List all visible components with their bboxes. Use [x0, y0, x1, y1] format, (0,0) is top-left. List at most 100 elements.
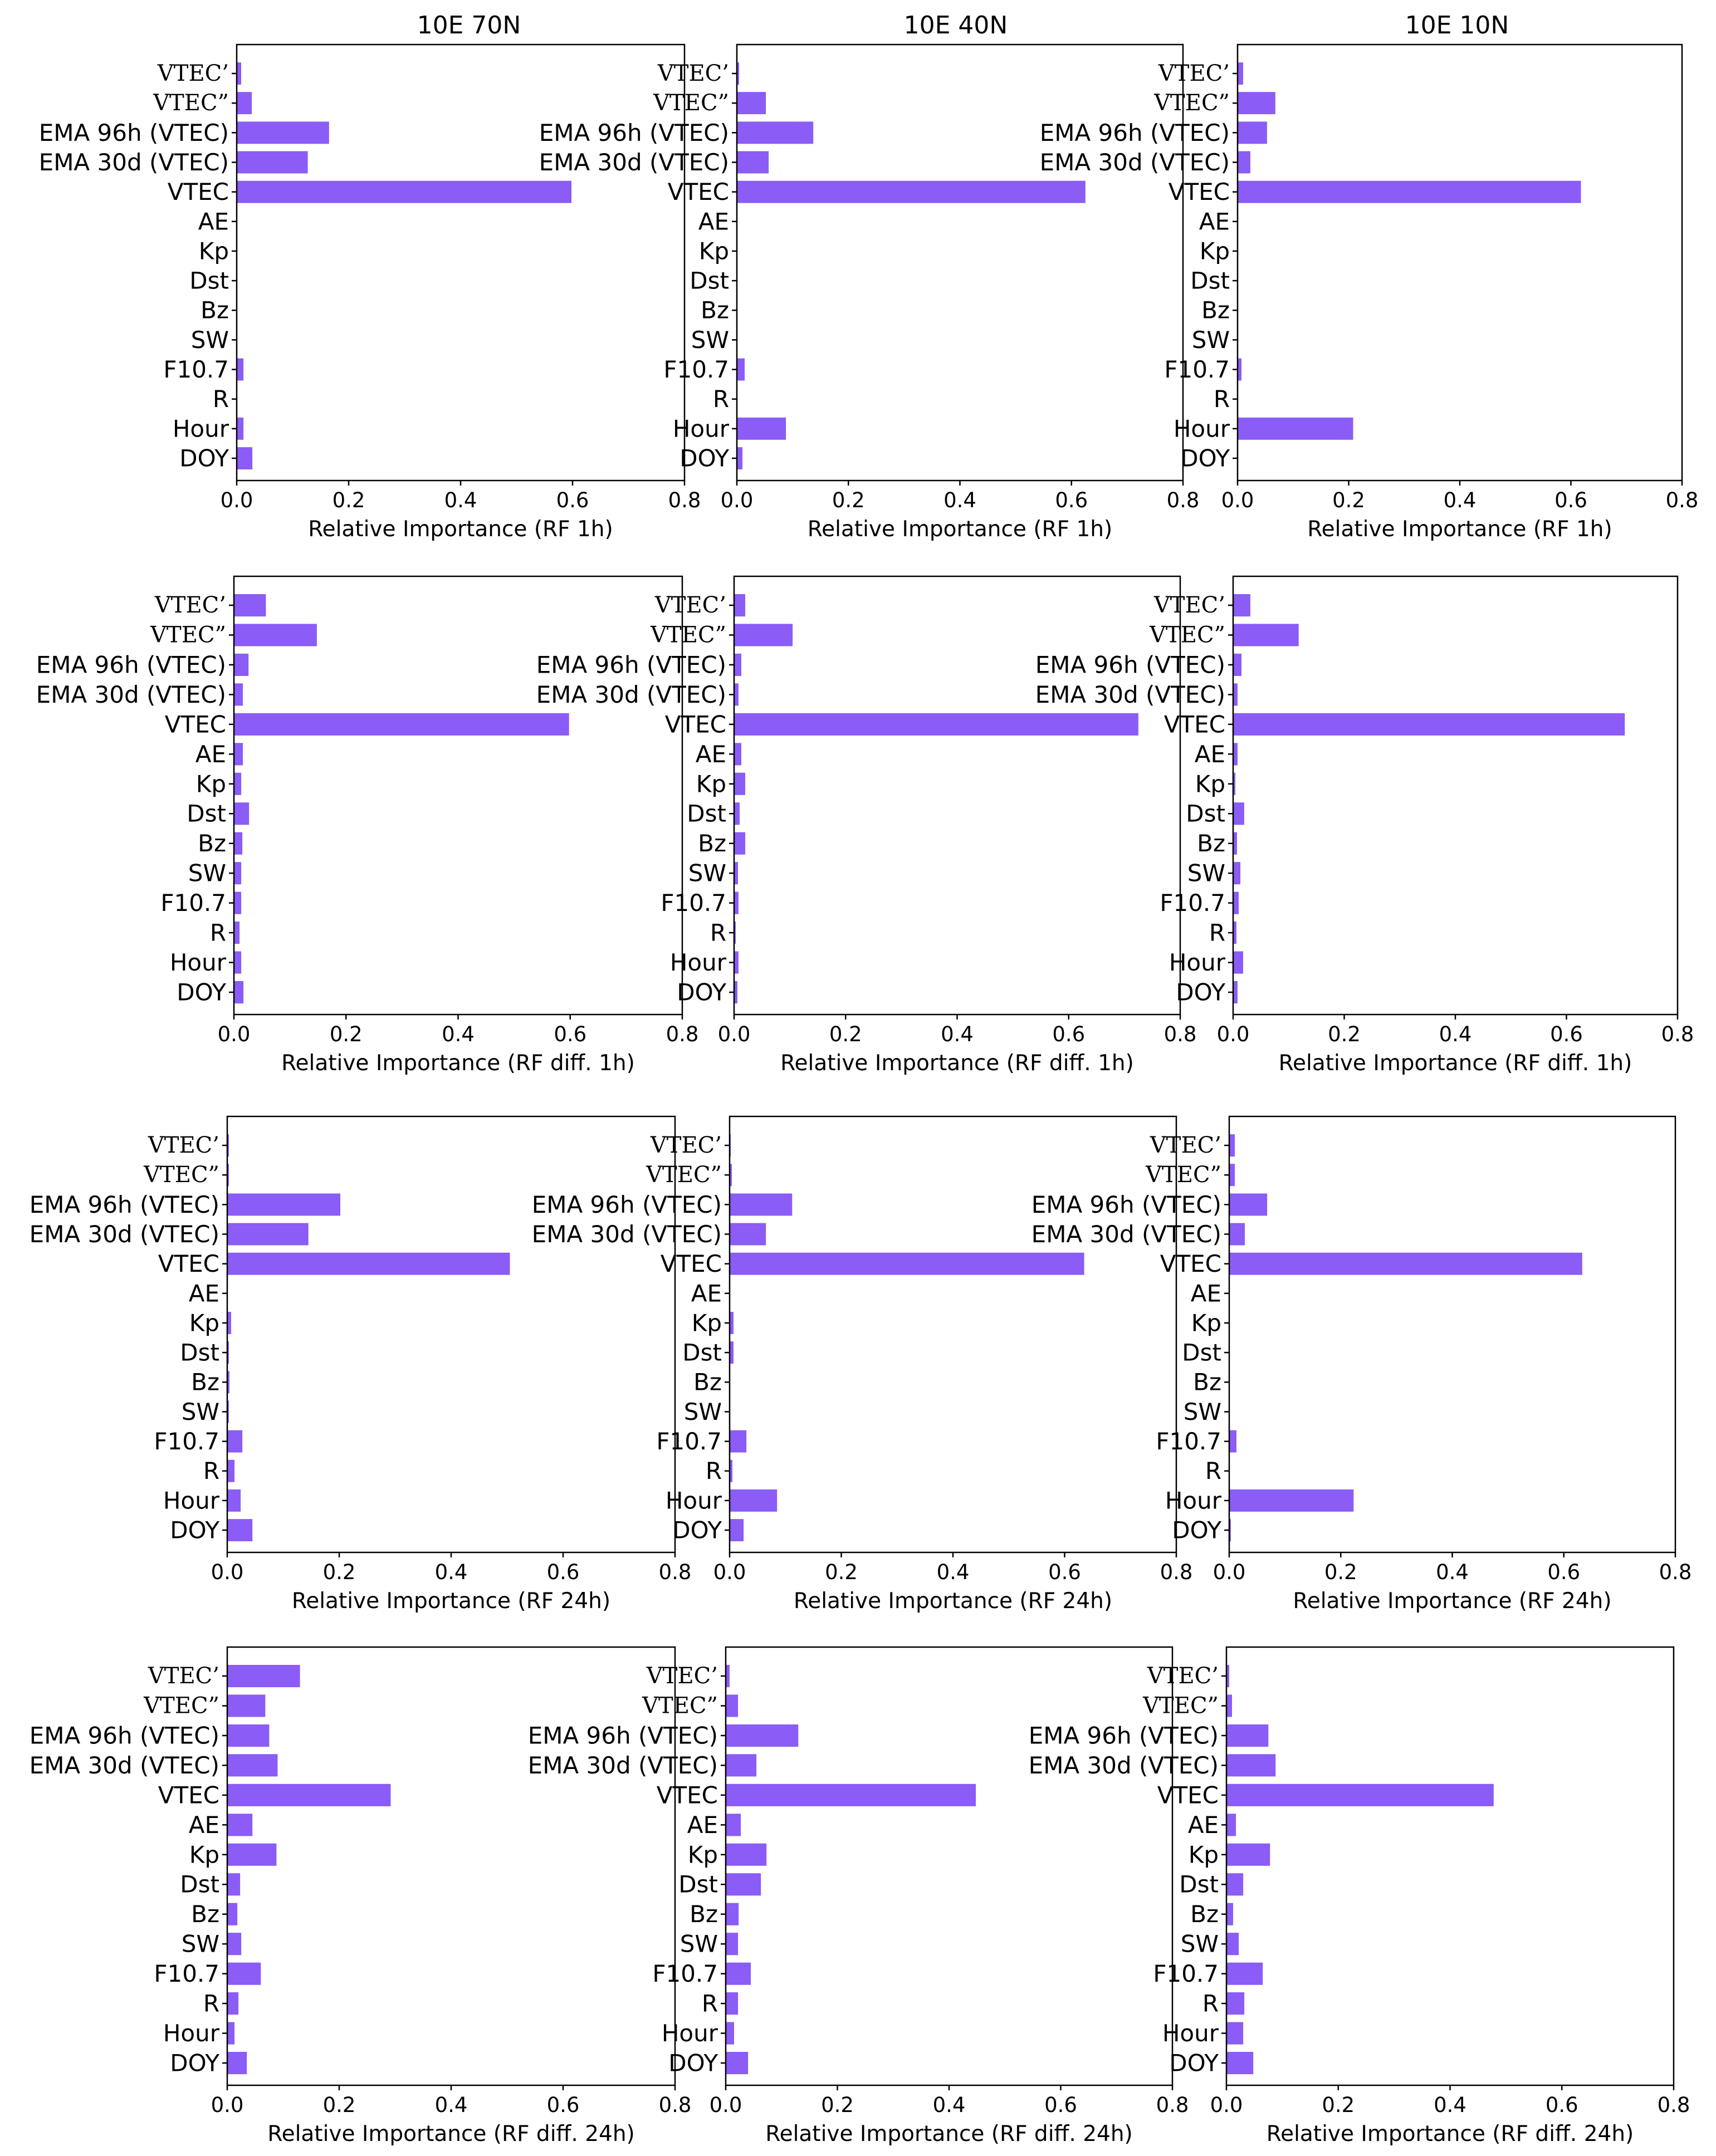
bar-9	[227, 1903, 238, 1925]
bar-10	[726, 1933, 739, 1956]
ytick-label-12: R	[1214, 385, 1230, 413]
axes-frame	[1225, 1646, 1675, 2086]
ytick-label-10: SW	[182, 1930, 219, 1958]
ytick-label-6: AE	[1188, 1811, 1219, 1839]
xtick-label-1: 0.0	[710, 2093, 742, 2117]
ytick-label-9: Bz	[191, 1900, 219, 1928]
bar-9	[1233, 832, 1237, 855]
bar-11	[730, 1430, 747, 1453]
x-axis-label: Relative Importance (RF diff. 1h)	[780, 1051, 1134, 1076]
bar-7	[1226, 1843, 1270, 1866]
ytick-label-14: DOY	[1180, 445, 1230, 472]
ytick-label-6: AE	[687, 1811, 718, 1839]
bar-1	[726, 1665, 730, 1688]
ytick-label-12: R	[1209, 919, 1225, 947]
ytick-label-6: AE	[189, 1811, 219, 1839]
ytick-label-9: Bz	[1193, 1369, 1221, 1396]
bar-2	[726, 1694, 739, 1717]
bar-8	[730, 1341, 734, 1364]
xtick-label-1: 0.0	[218, 1022, 251, 1046]
bar-5	[234, 713, 569, 736]
column-title-10E-40N: 10E 40N	[904, 11, 1008, 40]
bar-8	[227, 1341, 229, 1364]
bar-11	[726, 1962, 751, 1985]
ytick-label-2: VTEC”	[143, 1693, 219, 1718]
x-axis-label: Relative Importance (RF diff. 1h)	[1279, 1051, 1632, 1076]
bar-3	[1226, 1724, 1269, 1747]
bar-3	[1238, 121, 1267, 144]
xtick-label-3: 0.4	[937, 1560, 970, 1584]
bar-10	[1233, 862, 1240, 885]
ytick-label-13: Hour	[1169, 949, 1226, 976]
ytick-label-2: VTEC”	[1149, 622, 1225, 648]
bar-1	[237, 62, 241, 85]
bar-13	[1226, 2022, 1244, 2045]
bar-11	[1238, 358, 1241, 381]
ytick-label-8: Dst	[189, 267, 229, 295]
xtick-label-1: 0.0	[718, 1022, 751, 1046]
bar-8	[1226, 1873, 1244, 1896]
ytick-label-8: Dst	[1179, 1871, 1219, 1898]
ytick-label-1: VTEC’	[646, 1663, 718, 1689]
bar-13	[726, 2022, 734, 2045]
xtick-label-1: 0.0	[211, 2093, 244, 2117]
ytick-label-14: DOY	[679, 445, 729, 472]
bar-9	[726, 1903, 739, 1925]
bar-12	[234, 922, 240, 944]
ytick-label-14: DOY	[1172, 1517, 1221, 1544]
ytick-label-6: AE	[698, 208, 729, 235]
bar-12	[730, 1459, 732, 1482]
xtick-label-5: 0.8	[1666, 488, 1699, 512]
xtick-label-5: 0.8	[1661, 1022, 1694, 1046]
ytick-label-9: Bz	[693, 1369, 722, 1396]
xtick-label-4: 0.6	[1044, 2093, 1077, 2117]
bar-2	[737, 92, 766, 115]
ytick-label-14: DOY	[179, 445, 229, 472]
bar-1	[1226, 1665, 1229, 1688]
ytick-label-12: R	[1202, 1990, 1219, 2017]
ytick-label-3: EMA 96h (VTEC)	[30, 1722, 219, 1749]
bar-9	[734, 832, 745, 855]
ytick-label-7: Kp	[1200, 237, 1230, 264]
xtick-label-2: 0.2	[330, 1022, 363, 1046]
bar-4	[730, 1223, 766, 1246]
bar-1	[227, 1134, 229, 1157]
ytick-label-3: EMA 96h (VTEC)	[36, 651, 226, 678]
bar-12	[1226, 1992, 1245, 2015]
xtick-label-2: 0.2	[825, 1560, 858, 1584]
bar-12	[734, 922, 736, 944]
ytick-label-11: F10.7	[154, 1428, 219, 1455]
xtick-label-3: 0.4	[442, 1022, 475, 1046]
panel-11: VTEC’ VTEC” EMA 96h (VTEC) EMA 30d (VTEC)VT…	[528, 1646, 1189, 2147]
bar-4	[734, 683, 739, 706]
xtick-label-2: 0.2	[821, 2093, 854, 2117]
xtick-label-3: 0.4	[1439, 1022, 1472, 1046]
ytick-label-13: Hour	[673, 415, 730, 442]
bar-4	[237, 151, 308, 174]
ytick-label-11: F10.7	[656, 1428, 722, 1455]
bar-3	[1233, 653, 1241, 676]
ytick-label-7: Kp	[189, 1841, 219, 1868]
xtick-label-1: 0.0	[721, 488, 754, 512]
bar-11	[237, 358, 244, 381]
bar-5	[737, 180, 1086, 203]
ytick-label-1: VTEC’	[654, 592, 726, 618]
ytick-label-10: SW	[188, 860, 226, 887]
axes-frame	[226, 1115, 676, 1554]
xtick-label-1: 0.0	[1221, 488, 1254, 512]
xtick-label-3: 0.4	[444, 488, 477, 512]
x-axis-label: Relative Importance (RF diff. 24h)	[1267, 2121, 1634, 2147]
ytick-label-8: Dst	[1190, 267, 1230, 295]
ytick-label-7: Kp	[1189, 1841, 1219, 1868]
bar-11	[1233, 891, 1239, 914]
bar-13	[1233, 951, 1243, 974]
ytick-label-3: EMA 96h (VTEC)	[1035, 651, 1225, 678]
ytick-label-12: R	[702, 1990, 718, 2017]
bar-2	[1229, 1164, 1235, 1187]
ytick-label-7: Kp	[196, 770, 226, 797]
ytick-label-7: Kp	[199, 237, 229, 264]
bar-13	[227, 2022, 235, 2045]
panel-12: VTEC’ VTEC” EMA 96h (VTEC) EMA 30d (VTEC)VT…	[1029, 1646, 1690, 2147]
ytick-label-11: F10.7	[160, 889, 226, 917]
bar-2	[734, 624, 793, 646]
